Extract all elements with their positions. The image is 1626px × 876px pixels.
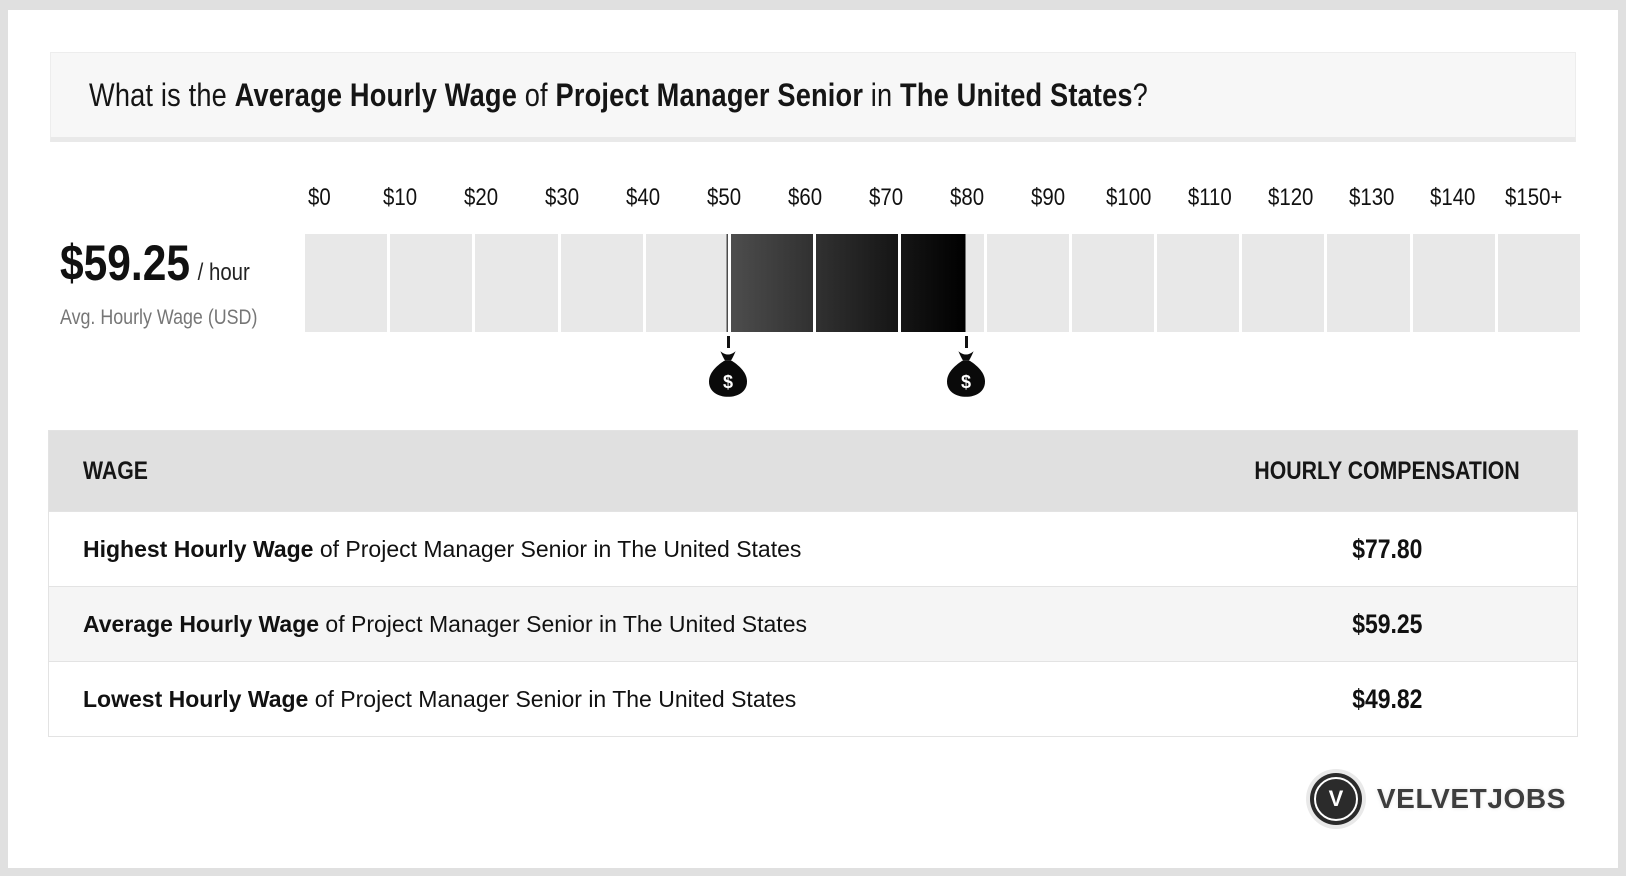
- axis-tick-label: $80: [949, 184, 984, 211]
- scale-cell: [901, 234, 984, 332]
- scale-cell: [1412, 234, 1495, 332]
- scale-cell: [560, 234, 643, 332]
- range-markers: $ $: [305, 332, 1580, 402]
- brand-name: VELVETJOBS: [1376, 783, 1566, 814]
- scale-cell: [1071, 234, 1155, 332]
- axis-tick-label: $150+: [1504, 184, 1563, 211]
- table-row: Highest Hourly Wage of Project Manager S…: [49, 511, 1577, 586]
- axis-tick-label: $70: [869, 184, 904, 211]
- scale-cell: [1157, 234, 1240, 332]
- svg-text:$: $: [961, 372, 971, 392]
- footer: V VELVETJOBS: [8, 773, 1566, 825]
- scale-cell: [731, 234, 814, 332]
- axis-tick-label: $120: [1268, 184, 1314, 211]
- scale-cell: [1327, 234, 1410, 332]
- table-row-label: Average Hourly Wage of Project Manager S…: [83, 610, 807, 637]
- scale-cell: [390, 234, 473, 332]
- highest-wage-money-bag: $: [947, 332, 986, 397]
- scale-cell: [305, 234, 388, 332]
- table-row-label: Highest Hourly Wage of Project Manager S…: [83, 535, 802, 562]
- scale-cell: [1497, 234, 1581, 332]
- wage-table: WAGE HOURLY COMPENSATION Highest Hourly …: [48, 430, 1578, 737]
- average-wage-stat: $59.25 / hour Avg. Hourly Wage (USD): [8, 184, 279, 402]
- wage-scale-chart: $59.25 / hour Avg. Hourly Wage (USD) $0 $1…: [8, 184, 1618, 402]
- table-row-value: $77.80: [1351, 533, 1423, 564]
- axis-tick-label: $20: [464, 184, 499, 211]
- lowest-wage-money-bag: $: [709, 332, 748, 397]
- axis-tick-label: $100: [1106, 184, 1152, 211]
- axis-tick-label: $130: [1348, 184, 1395, 211]
- table-row: Lowest Hourly Wage of Project Manager Se…: [49, 661, 1577, 736]
- axis-tick-label: $40: [626, 184, 661, 211]
- scale-cell: [1242, 234, 1325, 332]
- money-bag-icon: $: [947, 351, 986, 397]
- average-wage-unit: / hour: [197, 259, 250, 286]
- table-row-value: $49.82: [1351, 683, 1423, 714]
- axis-tick-label: $50: [707, 184, 742, 211]
- scale-cell: [645, 234, 729, 332]
- velvetjobs-logo-icon: V: [1309, 773, 1362, 825]
- table-row: Average Hourly Wage of Project Manager S…: [49, 586, 1577, 661]
- marker-tick: [964, 336, 968, 348]
- table-header-row: WAGE HOURLY COMPENSATION: [49, 431, 1577, 511]
- wage-scale: $0 $10 $20 $30 $40 $50 $60 $70 $80 $90 $100 $110 $12…: [279, 184, 1581, 402]
- axis-tick-label: $140: [1429, 184, 1476, 211]
- scale-cell: [986, 234, 1069, 332]
- average-wage-value: $59.25: [60, 235, 190, 291]
- svg-text:$: $: [723, 372, 733, 392]
- axis-tick-label: $110: [1187, 184, 1232, 211]
- axis-tick-label: $10: [383, 184, 418, 211]
- logo-letter: V: [1328, 786, 1344, 811]
- axis-tick-label: $90: [1030, 184, 1065, 211]
- axis-tick-label: $0: [308, 184, 331, 211]
- money-bag-icon: $: [709, 351, 748, 397]
- infographic-card: What is the Average Hourly Wage of Proje…: [8, 10, 1618, 868]
- marker-tick: [726, 336, 730, 348]
- title-banner: What is the Average Hourly Wage of Proje…: [50, 52, 1576, 142]
- scale-cells: [305, 234, 1581, 332]
- axis-tick-label: $30: [545, 184, 580, 211]
- column-header-hourly-compensation: HOURLY COMPENSATION: [1254, 456, 1520, 485]
- column-header-wage: WAGE: [83, 456, 148, 485]
- axis-tick-label: $60: [788, 184, 823, 211]
- table-row-value: $59.25: [1351, 608, 1423, 639]
- table-row-label: Lowest Hourly Wage of Project Manager Se…: [83, 685, 797, 712]
- table-body: Highest Hourly Wage of Project Manager S…: [49, 511, 1577, 736]
- average-wage-caption: Avg. Hourly Wage (USD): [60, 306, 258, 329]
- scale-cell: [816, 234, 899, 332]
- scale-cell: [475, 234, 558, 332]
- page-title: What is the Average Hourly Wage of Proje…: [89, 76, 1148, 113]
- axis-tick-labels: $0 $10 $20 $30 $40 $50 $60 $70 $80 $90 $100 $110 $12…: [279, 184, 1574, 212]
